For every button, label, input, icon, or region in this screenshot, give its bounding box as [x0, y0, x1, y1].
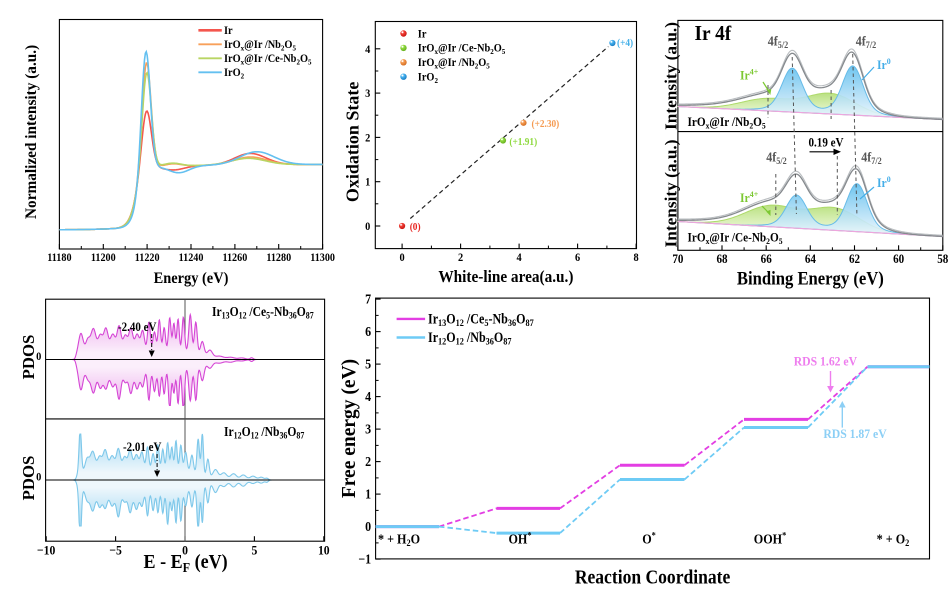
svg-text:70: 70 — [672, 252, 683, 266]
svg-text:11240: 11240 — [179, 251, 204, 264]
svg-text:IrOx​@Ir /Nb2​O5​: IrOx​@Ir /Nb2​O5​ — [224, 39, 296, 53]
svg-text:1: 1 — [365, 176, 370, 189]
svg-text:Normalized intensity (a.u.): Normalized intensity (a.u.) — [23, 45, 40, 219]
svg-text:7: 7 — [365, 292, 372, 307]
svg-text:4f5/2​: 4f5/2​ — [766, 150, 786, 166]
svg-text:Ir 4f: Ir 4f — [695, 22, 732, 45]
svg-text:4: 4 — [517, 252, 523, 265]
svg-text:IrOx​@Ir /Ce-Nb2​O5​: IrOx​@Ir /Ce-Nb2​O5​ — [224, 53, 312, 67]
svg-text:E - EF​ (eV): E - EF​ (eV) — [144, 551, 228, 575]
svg-text:(+2.30): (+2.30) — [531, 119, 559, 131]
svg-text:Reaction Coordinate: Reaction Coordinate — [575, 567, 730, 589]
svg-text:0: 0 — [182, 543, 188, 558]
svg-text:PDOS: PDOS — [19, 335, 38, 380]
svg-text:−10: −10 — [37, 543, 55, 558]
svg-text:68: 68 — [717, 252, 728, 266]
svg-text:66: 66 — [761, 252, 772, 266]
svg-text:OOH*​: OOH*​ — [754, 530, 787, 547]
svg-text:-2.40 eV: -2.40 eV — [118, 320, 157, 334]
svg-text:-2.01 eV: -2.01 eV — [123, 440, 162, 454]
svg-text:5: 5 — [251, 543, 257, 558]
svg-text:RDS 1.62 eV: RDS 1.62 eV — [794, 354, 857, 369]
svg-text:White-line area(a.u.): White-line area(a.u.) — [438, 268, 573, 286]
svg-text:4: 4 — [365, 43, 371, 56]
svg-text:Ir12​O12​ /Nb36​O87​: Ir12​O12​ /Nb36​O87​ — [428, 329, 512, 347]
svg-text:Ir0​: Ir0​ — [877, 175, 891, 190]
svg-text:0: 0 — [365, 221, 371, 234]
svg-text:3: 3 — [365, 422, 371, 437]
svg-text:11200: 11200 — [91, 251, 116, 264]
svg-text:11300: 11300 — [310, 251, 335, 264]
svg-text:11280: 11280 — [266, 251, 291, 264]
svg-text:2: 2 — [365, 132, 370, 145]
svg-text:0: 0 — [400, 252, 406, 265]
svg-text:5: 5 — [365, 357, 371, 372]
svg-text:Energy (eV): Energy (eV) — [154, 269, 229, 287]
svg-text:6: 6 — [575, 252, 581, 265]
svg-text:64: 64 — [805, 252, 816, 266]
svg-text:11180: 11180 — [47, 251, 71, 264]
svg-text:4f5/2​: 4f5/2​ — [768, 34, 788, 50]
svg-text:−1: −1 — [358, 552, 371, 567]
svg-text:3: 3 — [365, 88, 371, 101]
svg-text:* + H2​O: * + H2​O — [378, 532, 420, 548]
svg-text:62: 62 — [849, 252, 860, 266]
svg-text:2: 2 — [365, 454, 371, 469]
svg-text:O*​: O*​ — [642, 530, 656, 547]
svg-text:Ir4+​: Ir4+​ — [740, 67, 758, 82]
svg-text:58: 58 — [937, 252, 948, 266]
svg-text:PDOS: PDOS — [19, 456, 38, 501]
svg-text:Free energy (eV): Free energy (eV) — [339, 359, 360, 498]
svg-text:Ir12​O12​ /Nb36​O87​: Ir12​O12​ /Nb36​O87​ — [224, 424, 305, 441]
svg-text:0: 0 — [36, 471, 42, 484]
svg-text:10: 10 — [318, 543, 330, 558]
svg-text:* + O2​: * + O2​ — [877, 532, 910, 548]
svg-text:0.19 eV: 0.19 eV — [808, 136, 844, 150]
svg-text:(+1.91): (+1.91) — [509, 136, 537, 148]
svg-text:Ir: Ir — [418, 28, 427, 41]
svg-text:60: 60 — [893, 252, 904, 266]
svg-text:Ir4+​: Ir4+​ — [740, 190, 758, 205]
svg-text:(+4): (+4) — [617, 38, 633, 50]
svg-text:Ir13​O12​ /Ce5​-Nb36​O87​: Ir13​O12​ /Ce5​-Nb36​O87​ — [428, 310, 534, 328]
svg-text:Intensity (a.u.): Intensity (a.u.) — [662, 22, 681, 130]
svg-text:4f7/2​: 4f7/2​ — [861, 150, 881, 166]
svg-text:4f7/2​: 4f7/2​ — [856, 34, 876, 50]
svg-text:IrO2​: IrO2​ — [418, 71, 438, 85]
svg-text:2: 2 — [458, 252, 463, 265]
svg-text:0: 0 — [36, 350, 42, 363]
svg-text:1: 1 — [365, 487, 371, 502]
svg-text:Oxidation State: Oxidation State — [343, 82, 363, 203]
svg-text:−5: −5 — [109, 543, 122, 558]
svg-text:IrOx​@Ir /Ce-Nb2​O5​: IrOx​@Ir /Ce-Nb2​O5​ — [688, 230, 783, 246]
svg-text:IrOx​@Ir /Ce-Nb2​O5​: IrOx​@Ir /Ce-Nb2​O5​ — [418, 42, 506, 56]
svg-text:6: 6 — [365, 324, 371, 339]
svg-text:8: 8 — [634, 252, 640, 265]
svg-text:Ir: Ir — [224, 25, 233, 38]
svg-text:Intensity (a.u.): Intensity (a.u.) — [662, 139, 681, 247]
svg-text:4: 4 — [365, 389, 372, 404]
svg-text:RDS 1.87 eV: RDS 1.87 eV — [823, 426, 886, 441]
svg-text:0: 0 — [365, 519, 371, 534]
svg-text:11260: 11260 — [222, 251, 247, 264]
svg-text:IrO2​: IrO2​ — [224, 67, 244, 81]
svg-text:IrOx​@Ir /Nb2​O5​: IrOx​@Ir /Nb2​O5​ — [418, 57, 490, 71]
svg-text:OH*​: OH*​ — [508, 530, 532, 547]
svg-text:IrOx​@Ir /Nb2​O5​: IrOx​@Ir /Nb2​O5​ — [688, 114, 766, 130]
svg-text:(0): (0) — [410, 222, 421, 234]
svg-text:Binding Energy (eV): Binding Energy (eV) — [737, 268, 884, 289]
svg-text:Ir0​: Ir0​ — [877, 57, 891, 72]
svg-text:Ir13​O12​ /Ce5​-Nb36​O87​: Ir13​O12​ /Ce5​-Nb36​O87​ — [212, 304, 314, 321]
svg-text:11220: 11220 — [135, 251, 160, 264]
